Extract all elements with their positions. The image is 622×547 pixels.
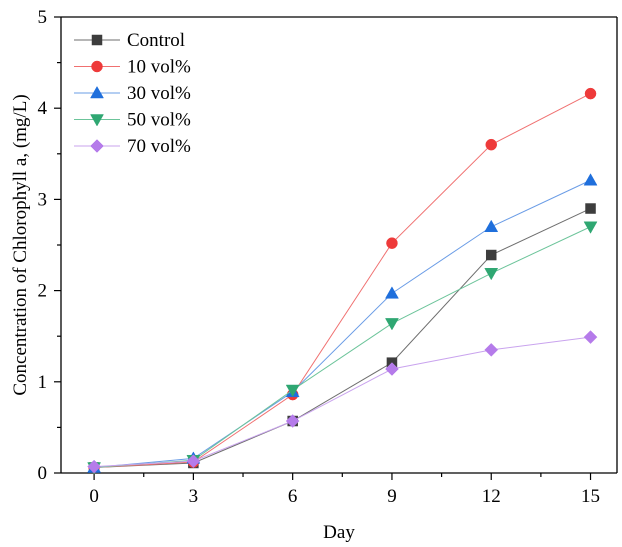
legend-entry: 10 vol% [74, 57, 191, 78]
data-point [584, 87, 597, 100]
legend-label: Control [127, 30, 185, 51]
legend-label: 70 vol% [127, 136, 191, 157]
legend-label: 50 vol% [127, 110, 191, 131]
data-point [484, 219, 499, 233]
data-point [386, 237, 398, 249]
legend-label: 10 vol% [127, 57, 191, 78]
data-point [285, 414, 300, 428]
x-tick-label: 0 [89, 486, 99, 507]
data-point [485, 138, 497, 151]
x-tick-label: 12 [482, 486, 501, 507]
legend: Control 10 vol% 30 vol% 50 vol% 70 vol% [74, 30, 191, 157]
series-line [94, 336, 591, 468]
y-tick-label: 4 [38, 98, 48, 119]
series-group [87, 87, 598, 475]
x-tick-label: 6 [288, 486, 298, 507]
series-3 [87, 173, 598, 473]
x-tick-label: 15 [581, 486, 600, 507]
legend-marker [90, 114, 104, 127]
x-tick-label: 9 [387, 486, 397, 507]
legend-entry: 70 vol% [74, 136, 191, 157]
series-4 [87, 221, 598, 475]
data-point [583, 330, 598, 344]
data-point [484, 343, 499, 357]
series-1 [88, 203, 596, 473]
x-tick-label: 3 [189, 486, 199, 507]
series-line [94, 208, 591, 469]
y-tick-label: 5 [38, 7, 48, 28]
data-point [583, 221, 598, 234]
legend-marker [90, 85, 104, 99]
data-point [385, 286, 399, 299]
legend-entry: 50 vol% [74, 110, 191, 131]
legend-label: 30 vol% [127, 83, 191, 104]
series-line [94, 93, 591, 469]
legend-entry: Control [74, 30, 185, 51]
legend-marker [91, 34, 103, 46]
y-axis-title: Concentration of Chlorophyll a, (mg/L) [10, 94, 31, 395]
y-tick-label: 0 [38, 463, 48, 484]
data-point [585, 203, 596, 214]
x-axis-title: Day [323, 522, 355, 543]
legend-entry: 30 vol% [74, 83, 191, 104]
data-point [385, 318, 399, 331]
data-point [285, 384, 300, 398]
series-line [94, 179, 591, 469]
y-tick-label: 1 [38, 372, 48, 393]
y-tick-label: 3 [38, 189, 48, 210]
data-point [87, 459, 101, 474]
legend-marker [91, 60, 103, 73]
data-point [485, 249, 497, 261]
data-point [484, 268, 499, 281]
legend-marker [90, 139, 104, 153]
series-5 [87, 330, 598, 474]
data-point [385, 362, 399, 376]
data-point [583, 173, 598, 186]
y-tick-label: 2 [38, 281, 48, 302]
data-point [186, 454, 201, 468]
plot-axes [60, 16, 618, 474]
series-line [94, 226, 591, 469]
